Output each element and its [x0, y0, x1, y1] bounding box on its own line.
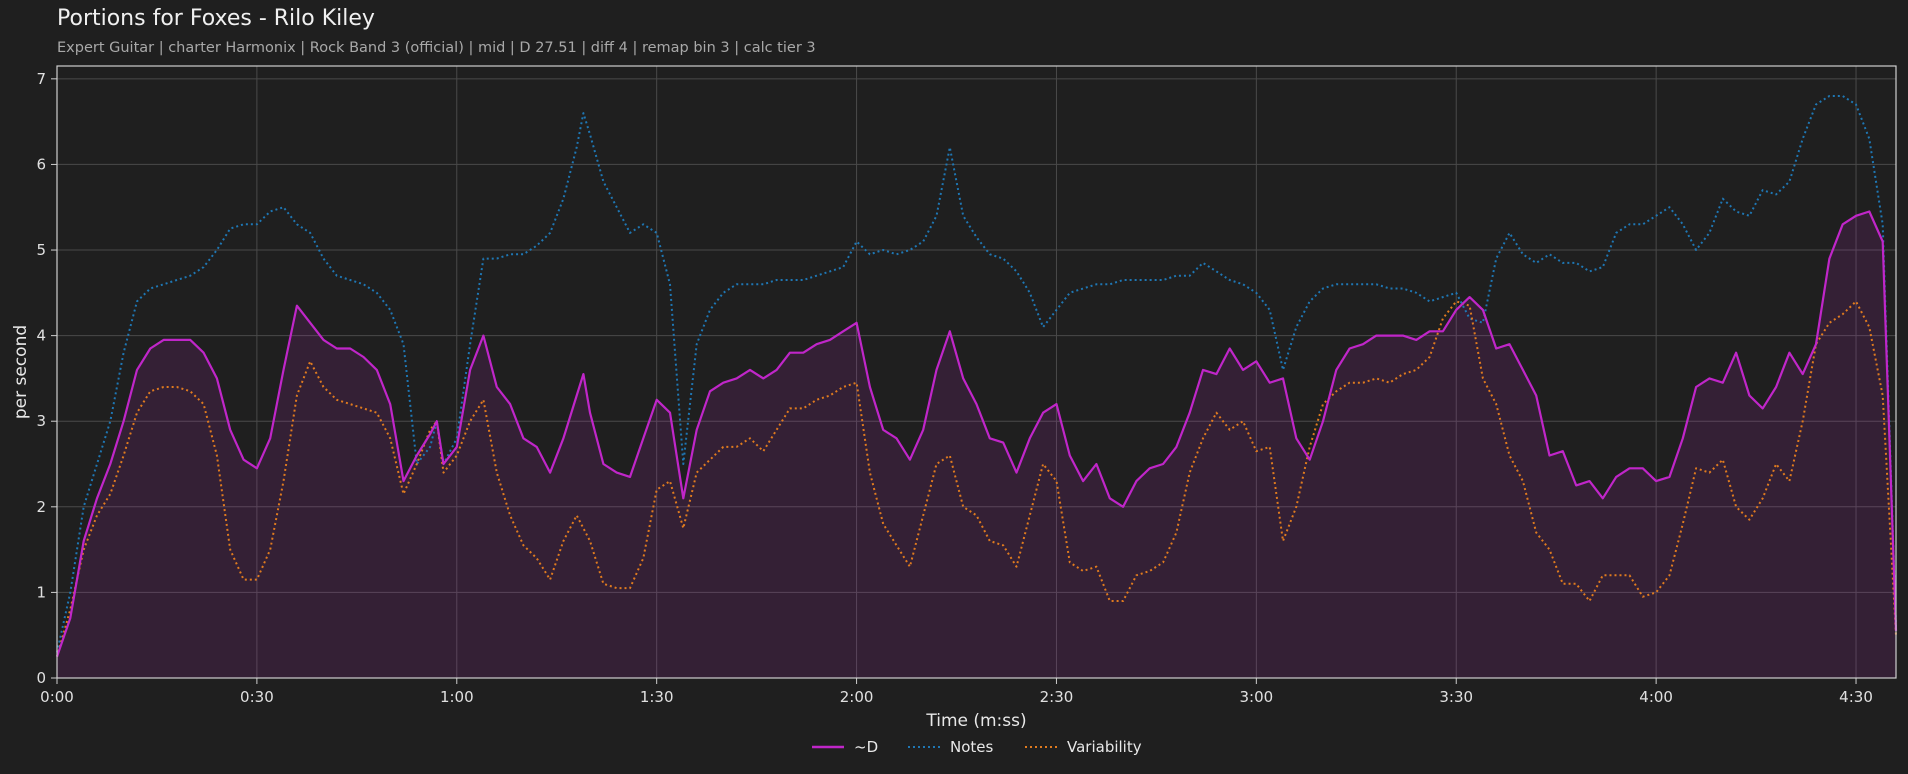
legend-label: Variability: [1067, 738, 1142, 756]
series-line-Variability: [56, 300, 1897, 657]
y-tick-label: 1: [36, 583, 46, 601]
chart-subtitle: Expert Guitar | charter Harmonix | Rock …: [57, 40, 816, 56]
y-tick-label: 7: [36, 70, 46, 88]
x-tick-label: 1:30: [640, 688, 674, 706]
x-tick-label: 3:00: [1240, 688, 1274, 706]
x-tick-label: 2:00: [840, 688, 874, 706]
x-tick-label: 4:00: [1639, 688, 1673, 706]
y-tick-label: 2: [36, 498, 46, 516]
x-axis-label: Time (m:ss): [925, 711, 1026, 731]
y-tick-label: 3: [36, 412, 46, 430]
x-axis: 0:00 0:30 1:00 1:30 2:00 2:30 3:00 3:30 4:00 4:30: [40, 678, 1873, 706]
plot-frame: [56, 65, 1897, 679]
y-tick-label: 0: [36, 669, 46, 687]
x-tick-label: 0:30: [240, 688, 274, 706]
x-tick-label: 0:00: [40, 688, 74, 706]
series-line-~D: [55, 210, 1898, 657]
y-tick-label: 4: [36, 327, 46, 345]
x-tick-label: 4:30: [1839, 688, 1873, 706]
series-area-~D: [57, 211, 1896, 678]
chart-title: Portions for Foxes - Rilo Kiley: [57, 6, 375, 31]
y-axis-label: per second: [11, 325, 31, 419]
plot-series: [55, 95, 1898, 678]
x-tick-label: 3:30: [1439, 688, 1473, 706]
legend-label: Notes: [950, 738, 994, 756]
y-tick-label: 6: [36, 155, 46, 173]
legend: ~D Notes Variability: [812, 738, 1142, 756]
x-tick-label: 1:00: [440, 688, 474, 706]
y-axis: 0 1 2 3 4 5 6 7: [36, 70, 57, 687]
legend-label: ~D: [854, 738, 878, 756]
x-tick-label: 2:30: [1040, 688, 1074, 706]
y-tick-label: 5: [36, 241, 46, 259]
